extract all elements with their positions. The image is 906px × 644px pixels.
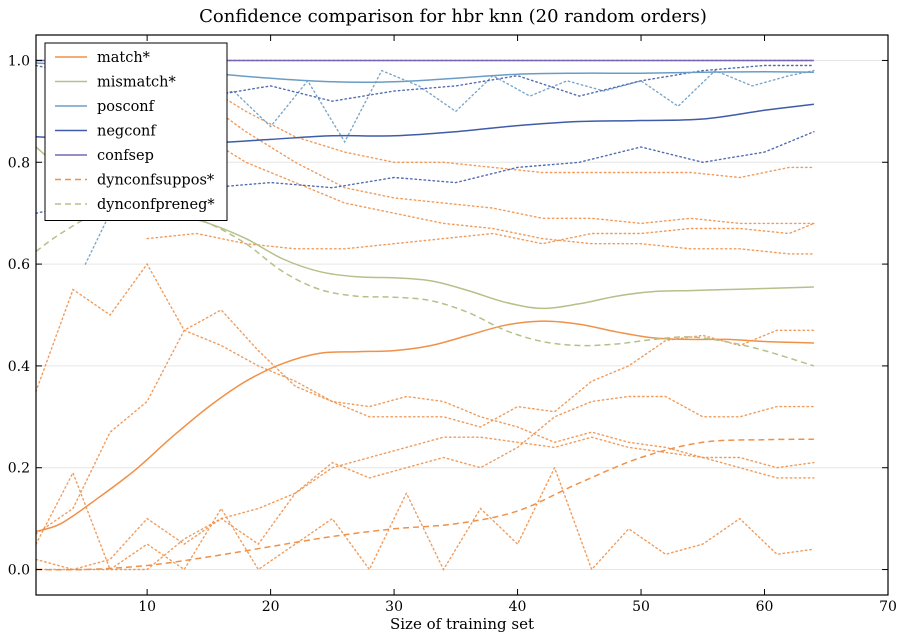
dotted-run-line-4 bbox=[35, 262, 815, 479]
y-tick-label: 0.8 bbox=[8, 155, 30, 171]
y-tick-label: 0.4 bbox=[8, 359, 30, 375]
dotted-run-line-5 bbox=[146, 222, 815, 250]
chart-title: Confidence comparison for hbr knn (20 ra… bbox=[199, 6, 707, 27]
dotted-run-line-2 bbox=[35, 436, 815, 571]
legend: match* mismatch* posconf negconf confsep dync… bbox=[44, 42, 228, 221]
x-tick-label: 40 bbox=[509, 599, 527, 615]
dotted-run-line-8 bbox=[146, 69, 815, 179]
dotted-run-line-0 bbox=[35, 309, 815, 535]
x-tick-label: 10 bbox=[138, 599, 156, 615]
legend-box bbox=[44, 42, 228, 221]
series-line-dynconfsuppos bbox=[35, 438, 814, 571]
legend-label: dynconfpreneg* bbox=[97, 197, 215, 213]
y-tick-label: 0.6 bbox=[8, 257, 30, 273]
x-tick-label: 30 bbox=[385, 599, 403, 615]
y-tick-label: 0.0 bbox=[8, 563, 30, 579]
x-tick-label: 20 bbox=[262, 599, 280, 615]
legend-label: negconf bbox=[97, 124, 157, 140]
legend-label: posconf bbox=[97, 99, 156, 115]
dotted-run-line-7 bbox=[146, 80, 815, 225]
dotted-run-line-6 bbox=[146, 100, 815, 255]
dotted-run-line-3 bbox=[35, 465, 815, 571]
legend-label: dynconfsuppos* bbox=[97, 173, 215, 189]
y-tick-label: 0.2 bbox=[8, 461, 30, 477]
series-line-dynconfpreneg bbox=[35, 207, 815, 367]
series-line-match bbox=[35, 320, 814, 533]
x-tick-label: 70 bbox=[879, 599, 897, 615]
y-tick-label: 1.0 bbox=[8, 53, 30, 69]
legend-label: match* bbox=[97, 50, 151, 66]
legend-label: mismatch* bbox=[97, 75, 177, 91]
plot-frame bbox=[35, 34, 889, 596]
x-tick-label: 60 bbox=[756, 599, 774, 615]
x-axis-label: Size of training set bbox=[389, 615, 534, 633]
dotted-run-line-1 bbox=[35, 395, 815, 571]
legend-label: confsep bbox=[97, 148, 154, 164]
x-tick-label: 50 bbox=[632, 599, 650, 615]
